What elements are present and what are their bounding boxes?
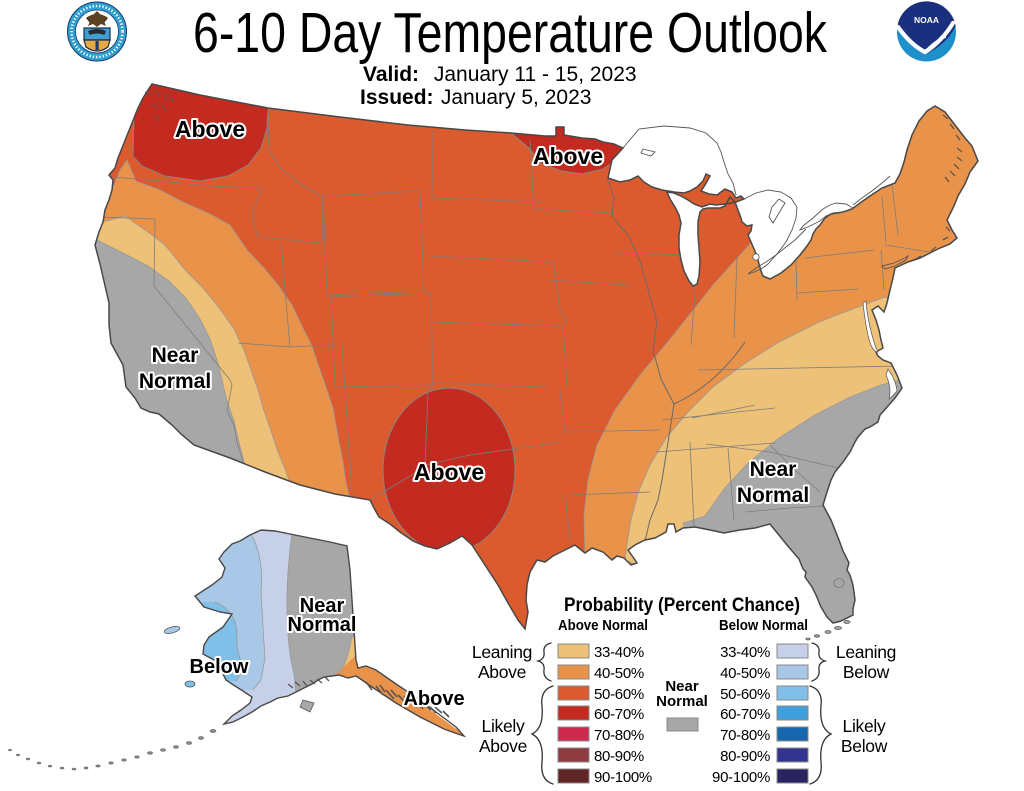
- svg-text:Below: Below: [841, 736, 888, 756]
- svg-text:Above Normal: Above Normal: [558, 617, 648, 634]
- svg-text:70-80%: 70-80%: [720, 727, 770, 744]
- svg-text:Likely: Likely: [482, 716, 525, 736]
- svg-text:70-80%: 70-80%: [594, 727, 644, 744]
- svg-text:Above: Above: [478, 662, 526, 682]
- svg-text:Above: Above: [533, 143, 603, 169]
- svg-text:50-60%: 50-60%: [594, 686, 644, 703]
- svg-text:Near: Near: [152, 344, 199, 367]
- svg-text:40-50%: 40-50%: [594, 665, 644, 682]
- svg-text:40-50%: 40-50%: [720, 665, 770, 682]
- svg-text:Above: Above: [479, 736, 527, 756]
- svg-text:Normal: Normal: [288, 614, 357, 636]
- svg-text:Near: Near: [750, 458, 797, 481]
- svg-text:Above: Above: [414, 459, 484, 485]
- svg-text:Likely: Likely: [843, 716, 886, 736]
- svg-text:Near: Near: [300, 595, 345, 617]
- svg-text:NOAA: NOAA: [914, 15, 939, 25]
- svg-text:Below: Below: [843, 662, 890, 682]
- svg-text:Issued: January 5, 2023: Issued: January 5, 2023: [360, 86, 591, 109]
- svg-text:Normal: Normal: [139, 370, 211, 393]
- svg-text:Below Normal: Below Normal: [719, 617, 808, 634]
- svg-text:80-90%: 80-90%: [720, 748, 770, 765]
- svg-text:Normal: Normal: [656, 693, 708, 710]
- svg-text:Leaning: Leaning: [472, 642, 532, 662]
- svg-text:Near: Near: [665, 678, 699, 695]
- svg-text:50-60%: 50-60%: [720, 686, 770, 703]
- svg-text:Below: Below: [190, 656, 249, 678]
- svg-text:6-10 Day Temperature Outlook: 6-10 Day Temperature Outlook: [193, 1, 827, 65]
- svg-text:60-70%: 60-70%: [720, 706, 770, 723]
- svg-text:90-100%: 90-100%: [594, 769, 652, 786]
- svg-text:33-40%: 33-40%: [594, 644, 644, 661]
- svg-text:90-100%: 90-100%: [712, 769, 770, 786]
- svg-text:Leaning: Leaning: [836, 642, 896, 662]
- svg-text:Above: Above: [403, 688, 464, 710]
- svg-text:80-90%: 80-90%: [594, 748, 644, 765]
- svg-text:60-70%: 60-70%: [594, 706, 644, 723]
- svg-text:Above: Above: [175, 116, 245, 142]
- svg-text:Probability (Percent Chance): Probability (Percent Chance): [564, 595, 800, 616]
- svg-text:Normal: Normal: [737, 484, 809, 507]
- svg-text:Valid: January 11 - 15, 2023: Valid: January 11 - 15, 2023: [363, 63, 637, 86]
- svg-text:33-40%: 33-40%: [720, 644, 770, 661]
